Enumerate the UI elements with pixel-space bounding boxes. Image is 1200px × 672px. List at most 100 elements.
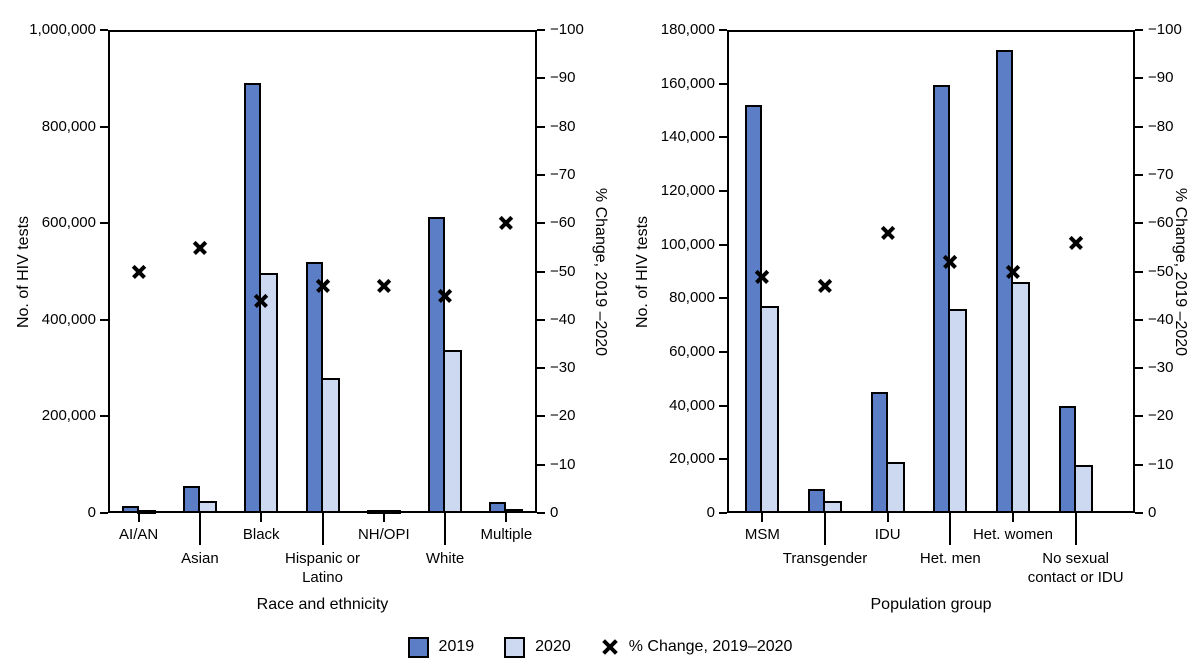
x-tick xyxy=(886,513,889,522)
y-right-tick-label: −50 xyxy=(550,262,576,280)
y-left-tick xyxy=(719,136,727,139)
y-left-tick-label: 20,000 xyxy=(669,450,715,468)
y-right-axis-title: % Change, 2019 –2020 xyxy=(592,187,609,356)
y-right-tick xyxy=(1135,318,1143,321)
x-category-label: Transgender xyxy=(782,550,868,567)
x-category-label: Asian xyxy=(181,550,219,567)
x-category-label: NH/OPI xyxy=(357,526,410,543)
pct-change-marker xyxy=(376,278,392,294)
pct-change-marker xyxy=(131,264,147,280)
y-left-tick-label: 180,000 xyxy=(660,21,715,38)
y-left-tick xyxy=(719,297,727,300)
pct-change-marker xyxy=(315,278,331,294)
y-right-tick-label: −70 xyxy=(1148,165,1174,183)
x-tick xyxy=(949,513,952,545)
y-right-tick xyxy=(1135,173,1143,176)
y-right-tick xyxy=(537,125,545,128)
y-left-tick xyxy=(719,404,727,407)
y-right-tick-label: −100 xyxy=(550,21,584,38)
pct-change-marker xyxy=(498,215,514,231)
y-right-tick xyxy=(1135,270,1143,273)
y-right-tick xyxy=(537,463,545,466)
x-category-label: White xyxy=(425,550,465,567)
y-right-tick-label: −90 xyxy=(1148,69,1174,87)
y-right-tick xyxy=(537,367,545,370)
bar-2020 xyxy=(443,350,463,513)
y-right-tick xyxy=(1135,29,1143,31)
y-left-tick-label: 60,000 xyxy=(669,343,715,360)
y-left-tick-label: 40,000 xyxy=(669,396,715,414)
pct-change-marker xyxy=(1005,264,1021,280)
bar-2019 xyxy=(121,505,139,513)
bar-2020 xyxy=(948,309,968,513)
y-right-tick xyxy=(537,270,545,273)
bar-2020 xyxy=(197,500,217,513)
y-right-tick-label: −90 xyxy=(550,69,576,87)
bar-2020 xyxy=(1073,464,1093,513)
x-tick xyxy=(1074,513,1077,545)
y-left-tick-label: 600,000 xyxy=(41,214,96,232)
pct-change-marker xyxy=(942,254,958,270)
bar-2020 xyxy=(504,508,524,513)
bar-2020 xyxy=(381,510,401,514)
x-category-label: No sexual contact or IDU xyxy=(1027,550,1124,587)
x-axis-title: Population group xyxy=(870,596,992,613)
bar-2020 xyxy=(823,500,842,513)
x-category-label: Multiple xyxy=(480,526,533,543)
y-right-tick xyxy=(1135,367,1143,370)
y-right-tick-label: −80 xyxy=(1148,117,1174,135)
y-left-tick xyxy=(719,458,727,461)
y-left-tick xyxy=(719,512,727,514)
y-right-tick-label: −80 xyxy=(550,117,576,135)
pct-change-marker xyxy=(253,292,269,308)
y-left-tick-label: 160,000 xyxy=(660,74,715,92)
bar-2019 xyxy=(996,50,1013,513)
y-right-tick-label: −60 xyxy=(1148,214,1174,232)
y-right-tick xyxy=(1135,415,1143,418)
legend-item-2019: 2019 xyxy=(407,636,474,658)
bar-2019 xyxy=(808,488,825,513)
x-category-label: Het. men xyxy=(919,550,981,567)
x-category-label: AI/AN xyxy=(119,526,159,543)
y-right-tick xyxy=(1135,463,1143,466)
y-right-tick xyxy=(1135,222,1143,225)
y-left-tick xyxy=(100,415,108,418)
bar-2020 xyxy=(136,509,156,514)
x-tick xyxy=(505,513,508,522)
bar-2020 xyxy=(1011,282,1030,513)
y-right-tick xyxy=(537,77,545,80)
y-left-tick xyxy=(719,29,727,31)
y-right-tick xyxy=(537,222,545,225)
bar-2019 xyxy=(182,486,200,513)
y-left-tick-label: 800,000 xyxy=(41,117,96,135)
y-left-axis-title: No. of HIV tests xyxy=(15,215,32,328)
legend-swatch-2019 xyxy=(407,636,429,658)
y-left-axis-title: No. of HIV tests xyxy=(634,215,651,328)
legend-swatch-2020 xyxy=(504,636,526,658)
y-left-tick xyxy=(100,512,108,514)
y-right-tick-label: −50 xyxy=(1148,262,1174,280)
y-right-tick-label: −40 xyxy=(1148,310,1174,328)
y-right-tick xyxy=(537,415,545,418)
x-tick xyxy=(382,513,385,522)
legend-item-2020: 2020 xyxy=(504,636,571,658)
x-tick xyxy=(260,513,263,522)
bar-2020 xyxy=(885,462,905,513)
y-left-tick-label: 1,000,000 xyxy=(29,21,96,38)
y-right-tick-label: −30 xyxy=(1148,359,1174,377)
pct-change-marker xyxy=(192,239,208,255)
legend-item-pct-change: % Change, 2019–2020 xyxy=(601,638,793,656)
bar-2020 xyxy=(760,306,780,513)
y-left-tick xyxy=(719,82,727,85)
x-axis-title: Race and ethnicity xyxy=(256,596,389,613)
y-left-tick-label: 100,000 xyxy=(660,235,715,253)
y-right-tick-label: −10 xyxy=(1148,455,1174,473)
y-right-tick xyxy=(1135,77,1143,80)
x-category-label: IDU xyxy=(874,526,901,543)
y-left-tick-label: 0 xyxy=(706,504,715,521)
x-tick xyxy=(761,513,764,522)
x-category-label: Black xyxy=(242,526,280,543)
x-tick xyxy=(1012,513,1014,522)
y-right-tick xyxy=(537,318,545,321)
